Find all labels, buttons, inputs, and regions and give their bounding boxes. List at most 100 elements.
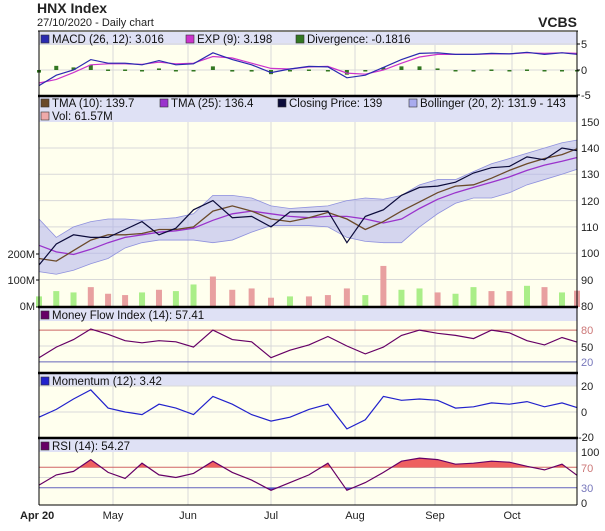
volume-legend-label: Vol: 61.57M	[52, 111, 113, 123]
divergence-bar	[106, 69, 111, 71]
x-tick-label: Jun	[179, 510, 197, 522]
rsi-tick-label: 30	[581, 483, 593, 495]
divergence-legend-swatch	[295, 34, 305, 44]
volume-bar	[70, 292, 77, 307]
divergence-bar	[471, 70, 476, 72]
momentum-legend-label: Momentum (12): 3.42	[52, 376, 162, 388]
momentum-line	[38, 389, 578, 430]
volume-tick-label: 200M	[7, 249, 35, 261]
divergence-bar	[287, 70, 292, 72]
volume-bar	[229, 289, 236, 307]
volume-bar	[541, 287, 548, 307]
momentum-y-axis: 20 0 -20	[578, 381, 594, 444]
tma10-legend-swatch	[40, 98, 50, 108]
momentum-legend-strip	[39, 374, 577, 386]
volume-bar	[209, 276, 216, 307]
divergence-bar	[453, 70, 458, 72]
volume-bar	[362, 295, 369, 307]
volume-y-axis: 200M 100M 0M	[7, 249, 35, 313]
rsi-legend-label: RSI (14): 54.27	[52, 441, 130, 453]
tma10-legend-label: TMA (10): 139.7	[52, 98, 134, 110]
mfi-tick-label: 80	[581, 325, 593, 337]
price-tick-label: 150	[581, 117, 599, 129]
x-tick-label: Oct	[503, 510, 520, 522]
macd-tick-label: 5	[581, 39, 587, 51]
volume-bar	[268, 297, 274, 307]
volume-bar	[286, 296, 293, 307]
divergence-bar	[173, 70, 178, 72]
volume-bar	[434, 292, 441, 307]
volume-bar	[524, 285, 530, 307]
divergence-bar	[191, 70, 196, 72]
momentum-tick-label: 0	[581, 407, 587, 419]
macd-legend: MACD (26, 12): 3.016 EXP (9): 3.198 Dive…	[40, 34, 411, 46]
volume-bar	[398, 289, 405, 307]
close-legend-swatch	[277, 98, 287, 108]
divergence-bar	[71, 67, 76, 70]
mfi-y-axis: 80 50 20	[581, 325, 593, 369]
brand-label: VCBS	[538, 14, 577, 30]
macd-legend-swatch	[40, 34, 50, 44]
volume-bar	[122, 295, 129, 307]
volume-tick-label: 0M	[20, 301, 35, 313]
volume-legend-swatch	[40, 111, 50, 121]
momentum-tick-label: 20	[581, 381, 593, 393]
volume-tick-label: 100M	[7, 275, 35, 287]
momentum-legend: Momentum (12): 3.42	[40, 376, 162, 388]
rsi-overbought-fill	[39, 458, 577, 468]
price-tick-label: 100	[581, 248, 599, 260]
tma10-line	[38, 148, 578, 262]
price-tick-label: 140	[581, 143, 599, 155]
price-tick-label: 80	[581, 301, 593, 313]
divergence-bar	[140, 70, 145, 72]
price-plot-area	[39, 96, 577, 307]
divergence-bar	[399, 66, 404, 70]
mfi-line	[38, 328, 578, 359]
volume-bar	[506, 291, 513, 307]
mfi-tick-label: 20	[581, 357, 593, 369]
momentum-tick-label: -20	[578, 432, 594, 444]
mfi-legend: Money Flow Index (14): 57.41	[40, 310, 204, 322]
tma25-legend-swatch	[159, 98, 169, 108]
bollinger-legend-swatch	[408, 98, 418, 108]
price-legend: TMA (10): 139.7 TMA (25): 136.4 Closing …	[40, 98, 566, 123]
divergence-bar	[542, 70, 547, 72]
macd-line	[38, 51, 578, 87]
divergence-bar	[88, 64, 93, 70]
divergence-bar	[325, 70, 330, 72]
volume-bar	[324, 295, 331, 307]
price-tick-label: 130	[581, 169, 599, 181]
volume-bar	[105, 293, 112, 307]
divergence-bar	[417, 66, 422, 70]
price-tick-label: 90	[581, 275, 593, 287]
x-tick-label: May	[103, 510, 124, 522]
divergence-bar	[54, 65, 59, 70]
divergence-bar	[306, 69, 311, 71]
closing-price-line	[38, 147, 578, 266]
macd-tick-label: 0	[581, 65, 587, 77]
divergence-bar	[363, 70, 368, 72]
divergence-legend-label: Divergence: -0.1816	[307, 34, 411, 46]
exp-legend-swatch	[185, 34, 195, 44]
volume-bar	[488, 291, 495, 307]
macd-legend-label: MACD (26, 12): 3.016	[52, 34, 164, 46]
price-legend-strip	[39, 97, 577, 122]
price-tick-label: 120	[581, 196, 599, 208]
rsi-tick-label: 70	[581, 463, 593, 475]
volume-bar	[470, 287, 477, 307]
x-tick-label: Jul	[264, 510, 278, 522]
macd-legend-strip	[39, 32, 577, 45]
rsi-line	[38, 457, 578, 492]
volume-bar	[343, 288, 350, 307]
volume-bar	[305, 296, 312, 307]
price-y-axis: 150 140 130 120 110 100 90 80	[581, 117, 599, 313]
volume-bar	[53, 291, 60, 307]
divergence-bar	[210, 66, 215, 70]
volume-bar	[155, 289, 162, 307]
x-tick-label: Apr 20	[20, 510, 54, 522]
x-tick-label: Sep	[425, 510, 445, 522]
rsi-tick-label: 100	[581, 447, 599, 459]
volume-bar	[416, 288, 423, 307]
